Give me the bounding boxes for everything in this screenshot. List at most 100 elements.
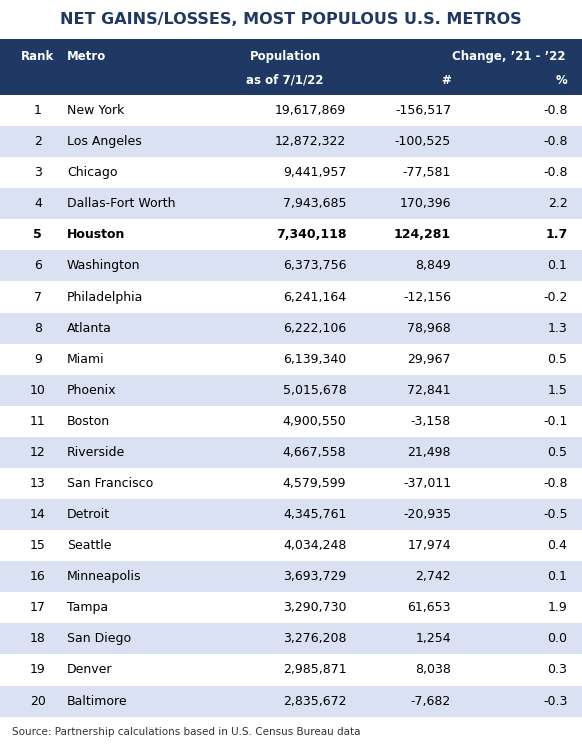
Bar [0,530,582,561]
Text: 6,139,340: 6,139,340 [283,352,346,366]
Text: Denver: Denver [67,663,112,676]
Text: #: # [441,74,451,87]
Text: 29,967: 29,967 [407,352,451,366]
Text: 1.3: 1.3 [548,322,567,334]
Bar [0,95,582,126]
Text: 0.5: 0.5 [548,352,567,366]
Text: -12,156: -12,156 [403,290,451,304]
Text: 2: 2 [34,135,42,148]
Text: -156,517: -156,517 [395,104,451,117]
Text: -0.8: -0.8 [543,477,567,490]
Text: 78,968: 78,968 [407,322,451,334]
Bar [0,561,582,592]
Text: Rank: Rank [21,50,55,64]
Text: 1.7: 1.7 [545,228,567,242]
Text: 4,579,599: 4,579,599 [283,477,346,490]
Text: 170,396: 170,396 [400,197,451,210]
Text: -3,158: -3,158 [411,415,451,428]
Text: 2,742: 2,742 [416,570,451,583]
Text: Source: Partnership calculations based in U.S. Census Bureau data: Source: Partnership calculations based i… [12,727,360,738]
Text: 17: 17 [30,601,46,614]
Text: 4: 4 [34,197,42,210]
Text: 14: 14 [30,508,46,521]
Text: Tampa: Tampa [67,601,108,614]
Text: Riverside: Riverside [67,446,125,459]
Text: 3,693,729: 3,693,729 [283,570,346,583]
Bar [0,405,582,437]
Text: Los Angeles: Los Angeles [67,135,141,148]
Bar [0,685,582,717]
Text: 7: 7 [34,290,42,304]
Text: 5: 5 [33,228,42,242]
Text: Boston: Boston [67,415,110,428]
Text: -0.3: -0.3 [543,695,567,708]
Text: 61,653: 61,653 [407,601,451,614]
Text: -100,525: -100,525 [395,135,451,148]
Bar [0,251,582,281]
Bar [0,313,582,343]
Text: Change, ’21 - ’22: Change, ’21 - ’22 [452,50,566,64]
Text: Dallas-Fort Worth: Dallas-Fort Worth [67,197,175,210]
Text: San Diego: San Diego [67,632,131,646]
Bar [0,499,582,530]
Text: 5,015,678: 5,015,678 [282,384,346,396]
Bar [0,343,582,375]
Text: 3: 3 [34,166,42,180]
Text: Chicago: Chicago [67,166,118,180]
Text: Miami: Miami [67,352,105,366]
Text: -20,935: -20,935 [403,508,451,521]
Text: 0.0: 0.0 [548,632,567,646]
Text: New York: New York [67,104,125,117]
Text: 6,373,756: 6,373,756 [283,260,346,272]
Text: 2.2: 2.2 [548,197,567,210]
Text: 9,441,957: 9,441,957 [283,166,346,180]
Text: 12,872,322: 12,872,322 [275,135,346,148]
Text: -37,011: -37,011 [403,477,451,490]
Text: 8,849: 8,849 [416,260,451,272]
Text: -0.8: -0.8 [543,104,567,117]
Text: 4,667,558: 4,667,558 [283,446,346,459]
Text: Atlanta: Atlanta [67,322,112,334]
Bar [0,219,582,251]
Bar [0,468,582,499]
Text: 12: 12 [30,446,46,459]
Text: 4,345,761: 4,345,761 [283,508,346,521]
Text: 8: 8 [34,322,42,334]
Text: 7,943,685: 7,943,685 [283,197,346,210]
Bar [0,281,582,313]
Bar [0,654,582,685]
Text: 0.4: 0.4 [548,539,567,552]
Text: 8,038: 8,038 [415,663,451,676]
Text: 3,290,730: 3,290,730 [283,601,346,614]
Text: 10: 10 [30,384,46,396]
Text: Houston: Houston [67,228,125,242]
Text: 1: 1 [34,104,42,117]
Text: 0.3: 0.3 [548,663,567,676]
Text: 9: 9 [34,352,42,366]
Text: Seattle: Seattle [67,539,111,552]
Text: Population: Population [250,50,321,64]
Bar [0,592,582,623]
Text: San Francisco: San Francisco [67,477,153,490]
Text: 19,617,869: 19,617,869 [275,104,346,117]
Bar [0,623,582,654]
Text: 20: 20 [30,695,46,708]
Text: Detroit: Detroit [67,508,110,521]
Text: 13: 13 [30,477,46,490]
Text: 4,034,248: 4,034,248 [283,539,346,552]
Text: 1.5: 1.5 [548,384,567,396]
Text: 2,835,672: 2,835,672 [283,695,346,708]
Text: 15: 15 [30,539,46,552]
Text: 2,985,871: 2,985,871 [283,663,346,676]
Text: as of 7/1/22: as of 7/1/22 [246,74,324,87]
Text: -0.8: -0.8 [543,135,567,148]
Text: Metro: Metro [67,50,106,64]
Bar [0,437,582,468]
Text: 6: 6 [34,260,42,272]
Text: -0.8: -0.8 [543,166,567,180]
Bar [0,188,582,219]
Text: Washington: Washington [67,260,140,272]
Text: 6,241,164: 6,241,164 [283,290,346,304]
Text: 11: 11 [30,415,46,428]
Text: 18: 18 [30,632,46,646]
